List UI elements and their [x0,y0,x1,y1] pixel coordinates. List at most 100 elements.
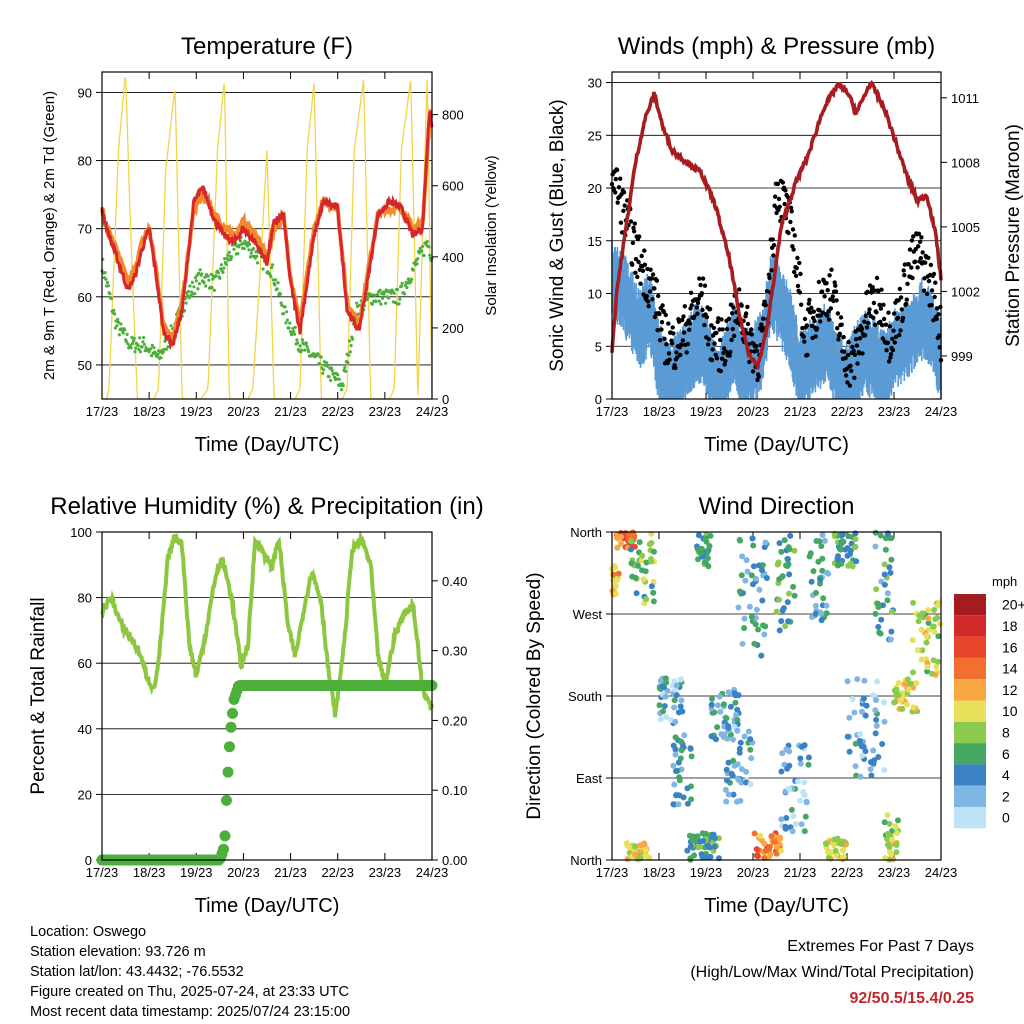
latest-timestamp: Most recent data timestamp: 2025/07/24 2… [30,1004,351,1020]
direction-point [891,699,898,706]
gust-point [646,304,651,309]
gust-point [871,300,877,306]
direction-point [854,676,861,683]
y-right-tick-label: 400 [442,250,464,265]
direction-point [751,640,758,647]
direction-point [884,590,891,597]
direction-point [724,777,730,784]
gust-point [759,322,764,327]
gust-point [926,278,932,284]
direction-point [733,711,740,718]
dewpoint-point [121,331,125,335]
y-right-tick-label: 0.40 [442,574,467,589]
direction-point [688,753,695,760]
dewpoint-point [425,240,429,244]
direction-point [860,695,867,702]
gust-point [892,340,897,345]
direction-point [768,833,775,840]
direction-point [753,846,760,853]
direction-point [731,690,738,697]
direction-point [844,733,851,740]
gust-point [848,363,853,368]
gust-point [835,311,841,316]
direction-point [801,779,808,786]
direction-point [721,731,728,738]
gust-point [616,185,622,190]
dewpoint-point [291,326,295,331]
direction-point [819,532,826,539]
gust-point [636,259,641,265]
x-axis-label: Time (Day/UTC) [704,434,849,456]
dewpoint-point [247,248,251,252]
gust-point [635,274,640,280]
direction-point [711,835,718,842]
dewpoint-point [421,244,425,248]
gust-point [783,188,788,193]
gust-point [797,290,803,295]
direction-point [657,716,664,723]
dewpoint-point [126,342,130,346]
gust-point [767,275,772,281]
direction-point [744,568,751,575]
direction-point [650,589,657,596]
dewpoint-point [137,347,141,352]
y-tick-label: 80 [78,591,92,606]
direction-point [823,602,830,609]
gust-point [702,322,707,328]
direction-point [800,789,807,796]
gust-point [792,233,797,238]
gust-point [807,297,812,303]
gust-point [814,326,820,331]
x-tick-label: 21/23 [274,404,307,419]
direction-point [838,560,845,567]
direction-point [881,767,888,774]
x-tick-label: 21/23 [784,865,817,880]
gust-point [855,361,860,366]
gust-point [659,320,665,325]
y-axis-label: Direction (Colored By Speed) [524,572,545,819]
dewpoint-point [186,289,190,294]
direction-point [681,732,688,739]
direction-point [840,853,847,860]
dewpoint-point [207,278,211,282]
direction-point [662,693,669,700]
plot-border [101,71,433,400]
y-right-axis-label: Solar Insolation (Yellow) [483,155,500,315]
x-tick-label: 23/23 [369,404,402,419]
direction-point [670,742,677,749]
gust-point [776,196,782,202]
x-tick-label: 20/23 [737,404,770,419]
gust-point [698,282,703,288]
gust-point [905,281,910,286]
direction-point [776,627,783,634]
dewpoint-point [349,344,353,348]
direction-point [905,686,912,693]
y-tick-label: 100 [70,525,92,540]
gust-point [666,321,671,326]
direction-point [661,703,668,709]
legend-swatch [954,700,986,722]
direction-point [881,699,887,706]
dewpoint-point [270,266,274,270]
direction-point [672,718,679,725]
direction-point [776,596,783,603]
direction-point [688,796,695,803]
y-tick-label: 50 [78,358,92,373]
x-axis-label: Time (Day/UTC) [195,895,340,917]
direction-point [837,546,844,553]
direction-point [797,797,804,804]
y-tick-label: 20 [588,181,602,196]
dewpoint-point [105,280,110,285]
direction-point [732,699,739,706]
dewpoint-point [398,297,402,301]
gust-point [662,336,667,341]
gust-point [637,234,642,239]
gust-point [786,230,791,236]
gust-point [929,302,934,308]
direction-point [910,599,917,606]
gust-point [706,337,711,342]
direction-point [798,743,805,750]
dewpoint-point [218,276,222,280]
direction-point [893,830,900,837]
direction-point [872,529,879,536]
